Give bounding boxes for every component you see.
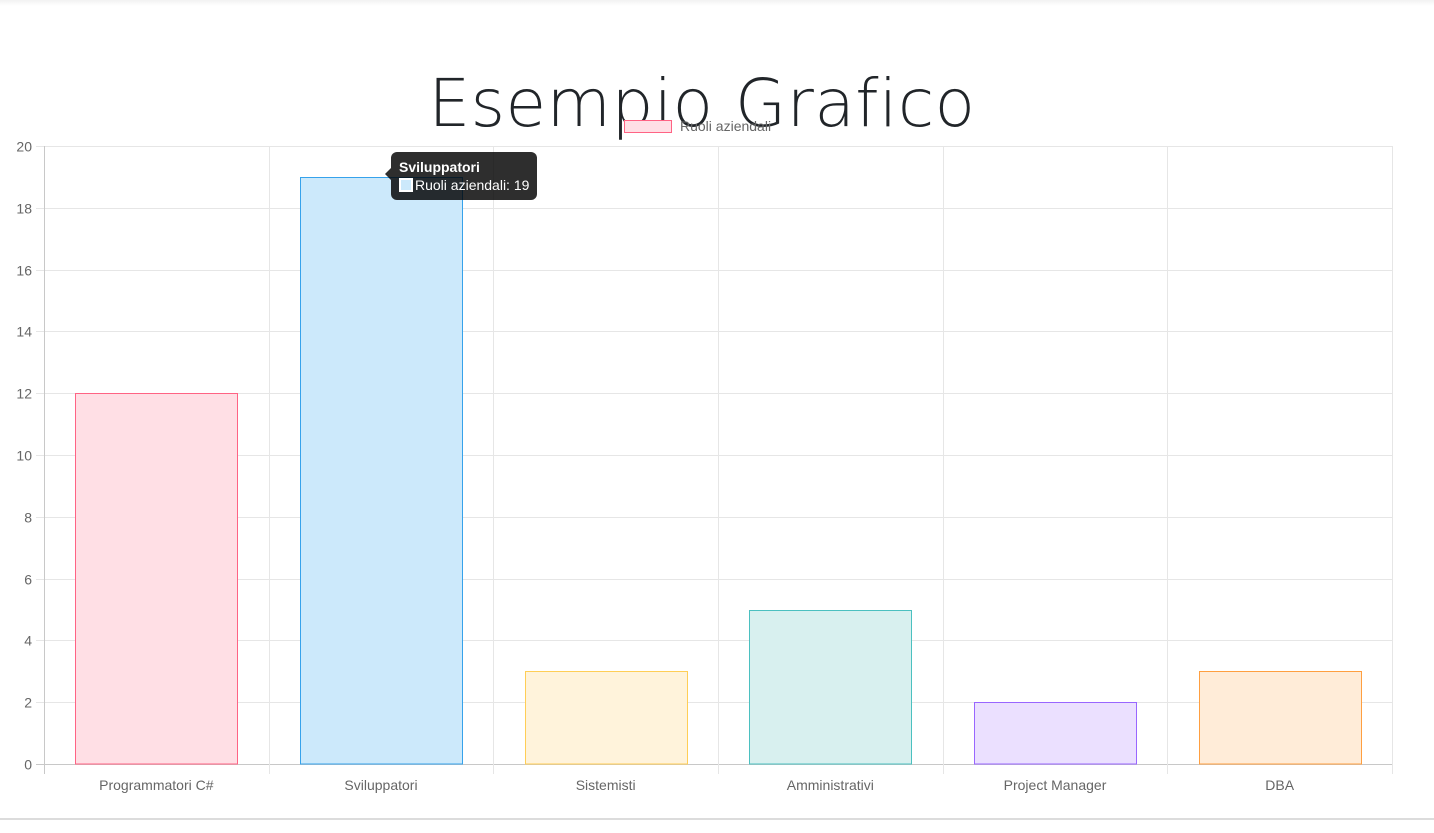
x-tick-label: Project Manager: [1004, 777, 1107, 793]
y-tick-label: 10: [16, 448, 32, 464]
y-tick-label: 0: [24, 757, 32, 773]
legend-swatch: [624, 119, 672, 133]
y-tick-label: 4: [24, 633, 32, 649]
y-tick-label: 18: [16, 201, 32, 217]
bar[interactable]: [749, 610, 912, 765]
x-tick-label: DBA: [1265, 777, 1294, 793]
x-tick-label: Sistemisti: [576, 777, 636, 793]
x-tick-label: Sviluppatori: [344, 777, 417, 793]
tooltip-title: Sviluppatori: [399, 159, 480, 175]
x-tick-label: Programmatori C#: [99, 777, 214, 793]
bar[interactable]: [1199, 671, 1362, 765]
tooltip-label: Ruoli aziendali: 19: [415, 177, 530, 193]
chart-tooltip: Sviluppatori Ruoli aziendali: 19: [384, 152, 538, 200]
chart-legend[interactable]: Ruoli aziendali: [624, 117, 771, 135]
y-tick-label: 16: [16, 263, 32, 279]
y-tick-label: 20: [16, 139, 32, 155]
bar[interactable]: [525, 671, 688, 765]
y-tick-label: 2: [24, 695, 32, 711]
y-tick-label: 14: [16, 324, 32, 340]
page-title: Esempio Grafico: [428, 65, 976, 143]
tooltip-swatch: [399, 178, 413, 192]
y-tick-label: 6: [24, 572, 32, 588]
y-tick-label: 8: [24, 510, 32, 526]
x-tick-label: Amministrativi: [787, 777, 874, 793]
bar[interactable]: [974, 702, 1137, 765]
bottom-divider: [0, 818, 1434, 820]
y-tick-label: 12: [16, 386, 32, 402]
bar[interactable]: [300, 177, 463, 765]
bar[interactable]: [75, 393, 238, 765]
top-strip: [0, 0, 1434, 6]
legend-label: Ruoli aziendali: [680, 118, 772, 134]
